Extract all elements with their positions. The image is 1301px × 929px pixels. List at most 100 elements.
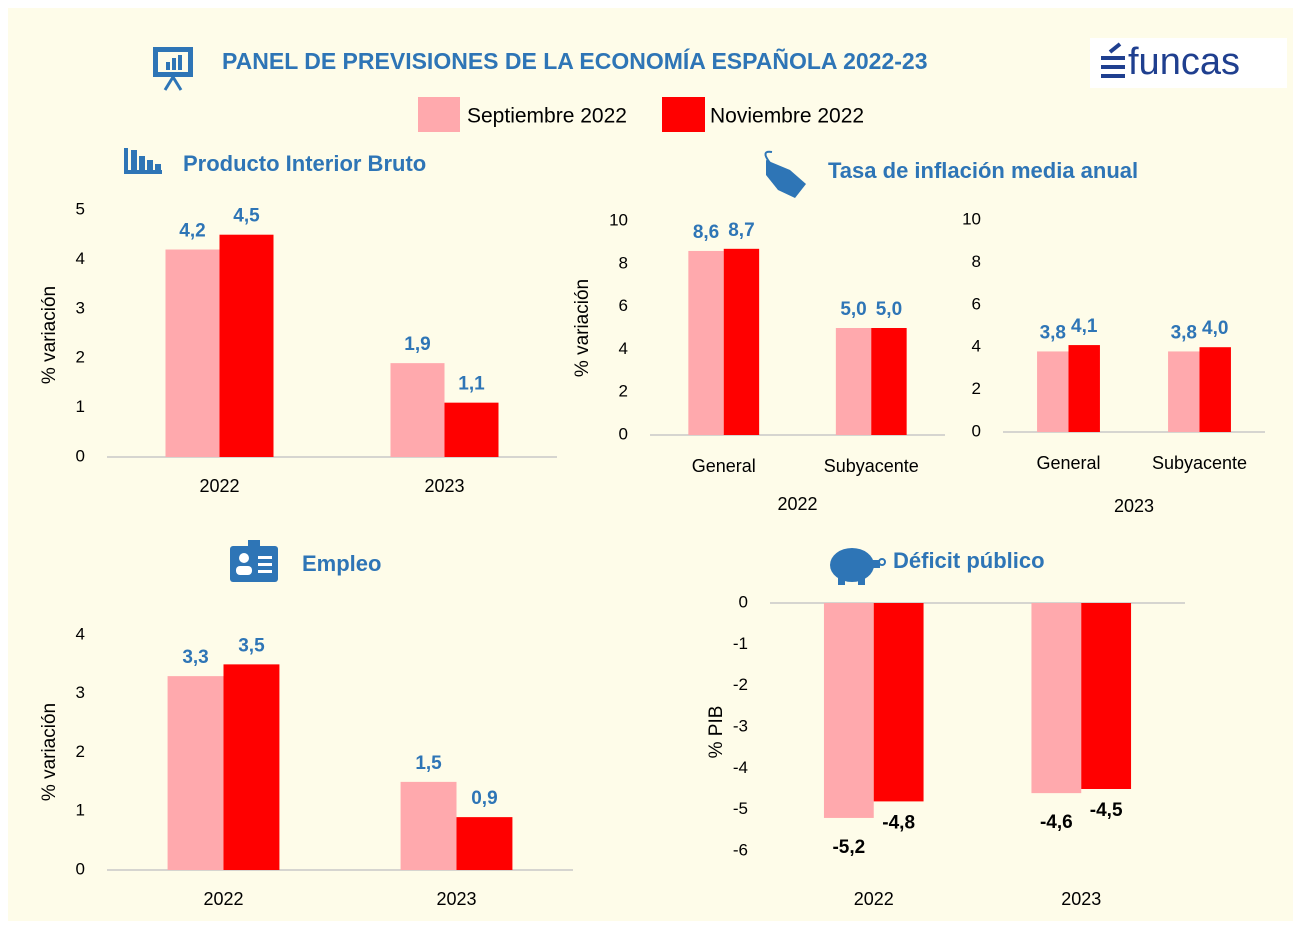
y-tick-label: 4 bbox=[76, 624, 85, 643]
y-tick-label: 3 bbox=[76, 298, 85, 317]
legend-swatch bbox=[662, 97, 705, 132]
y-tick-label: 4 bbox=[972, 337, 981, 356]
value-label: 5,0 bbox=[840, 299, 866, 320]
value-label: 4,0 bbox=[1202, 318, 1228, 339]
value-label: 8,6 bbox=[693, 222, 719, 243]
y-tick-label: -6 bbox=[733, 840, 748, 859]
legend-swatch bbox=[418, 97, 460, 132]
y-tick-label: 2 bbox=[76, 742, 85, 761]
value-label: 1,1 bbox=[458, 374, 485, 395]
y-axis-label: % variación bbox=[572, 279, 593, 377]
value-label: -5,2 bbox=[832, 837, 865, 858]
bar-icon bbox=[124, 148, 162, 174]
y-tick-label: 0 bbox=[619, 424, 628, 443]
bar bbox=[1199, 347, 1231, 432]
bar bbox=[1031, 603, 1082, 794]
bar bbox=[823, 603, 874, 818]
y-tick-label: 2 bbox=[972, 379, 981, 398]
y-axis-label: % variación bbox=[39, 286, 60, 384]
value-label: 1,5 bbox=[415, 753, 442, 774]
x-tick-label: 2023 bbox=[436, 889, 476, 909]
y-axis-label: % PIB bbox=[706, 706, 727, 759]
x-tick-label: 2023 bbox=[1061, 889, 1101, 909]
y-tick-label: 10 bbox=[962, 209, 981, 228]
value-label: -4,5 bbox=[1090, 800, 1123, 821]
value-label: 4,1 bbox=[1071, 316, 1098, 337]
y-tick-label: 2 bbox=[619, 382, 628, 401]
y-tick-label: 0 bbox=[76, 446, 85, 465]
y-tick-label: 6 bbox=[619, 296, 628, 315]
legend-label: Septiembre 2022 bbox=[467, 105, 627, 128]
y-tick-label: 0 bbox=[972, 421, 981, 440]
x-tick-label: 2022 bbox=[199, 476, 239, 496]
legend-label: Noviembre 2022 bbox=[710, 105, 864, 128]
y-tick-label: 2 bbox=[76, 348, 85, 367]
y-tick-label: -5 bbox=[733, 799, 748, 818]
bar bbox=[1068, 345, 1100, 432]
y-tick-label: -3 bbox=[733, 716, 748, 735]
bar bbox=[167, 676, 224, 870]
y-tick-label: 0 bbox=[76, 859, 85, 878]
tag-icon bbox=[764, 150, 806, 198]
bar bbox=[219, 234, 274, 457]
bar bbox=[1081, 603, 1132, 789]
bar bbox=[835, 328, 872, 435]
presentation-icon bbox=[153, 47, 193, 91]
value-label: 4,5 bbox=[233, 206, 260, 227]
y-tick-label: -4 bbox=[733, 758, 748, 777]
y-tick-label: 10 bbox=[609, 210, 628, 229]
piggy-bank-icon bbox=[830, 548, 886, 585]
chart-title: Empleo bbox=[302, 551, 381, 576]
bar bbox=[165, 249, 220, 457]
x-axis-label: 2022 bbox=[777, 494, 817, 514]
bar bbox=[723, 248, 760, 435]
logo-text: funcas bbox=[1128, 41, 1240, 83]
bar bbox=[1037, 351, 1069, 432]
bar bbox=[871, 328, 907, 435]
y-tick-label: -1 bbox=[733, 634, 748, 653]
y-axis-label: % variación bbox=[39, 703, 60, 801]
y-tick-label: 5 bbox=[76, 199, 85, 218]
x-axis-label: 2023 bbox=[1114, 496, 1154, 516]
value-label: 3,5 bbox=[238, 635, 265, 656]
value-label: -4,6 bbox=[1040, 812, 1073, 833]
y-tick-label: 4 bbox=[76, 249, 85, 268]
value-label: 3,8 bbox=[1040, 322, 1066, 343]
chart-title: Producto Interior Bruto bbox=[183, 151, 426, 176]
value-label: 4,2 bbox=[179, 221, 205, 242]
bar bbox=[873, 603, 924, 802]
id-card-icon bbox=[230, 540, 278, 582]
chart-title: Déficit público bbox=[893, 548, 1045, 573]
value-label: 5,0 bbox=[876, 299, 902, 320]
bar bbox=[456, 817, 513, 870]
x-tick-label: Subyacente bbox=[824, 456, 919, 476]
chart-title: Tasa de inflación media anual bbox=[828, 158, 1138, 183]
y-tick-label: 6 bbox=[972, 294, 981, 313]
bar bbox=[223, 664, 280, 870]
value-label: 3,8 bbox=[1171, 322, 1197, 343]
value-label: 3,3 bbox=[182, 647, 208, 668]
y-tick-label: -2 bbox=[733, 675, 748, 694]
value-label: 8,7 bbox=[728, 220, 754, 241]
bar bbox=[1168, 351, 1200, 432]
y-tick-label: 8 bbox=[619, 253, 628, 272]
logo-mark bbox=[1101, 42, 1125, 78]
x-tick-label: 2022 bbox=[854, 889, 894, 909]
x-tick-label: 2023 bbox=[424, 476, 464, 496]
bar bbox=[400, 781, 457, 870]
y-tick-label: 4 bbox=[619, 339, 628, 358]
bar bbox=[688, 250, 724, 435]
y-tick-label: 3 bbox=[76, 683, 85, 702]
logo-box bbox=[1090, 38, 1287, 88]
value-label: 0,9 bbox=[471, 788, 497, 809]
x-tick-label: Subyacente bbox=[1152, 453, 1247, 473]
bar bbox=[390, 363, 445, 457]
page-title: PANEL DE PREVISIONES DE LA ECONOMÍA ESPA… bbox=[222, 47, 928, 74]
x-tick-label: General bbox=[692, 456, 756, 476]
value-label: -4,8 bbox=[882, 812, 915, 833]
bar bbox=[444, 402, 499, 457]
y-tick-label: 1 bbox=[76, 397, 85, 416]
y-tick-label: 1 bbox=[76, 801, 85, 820]
